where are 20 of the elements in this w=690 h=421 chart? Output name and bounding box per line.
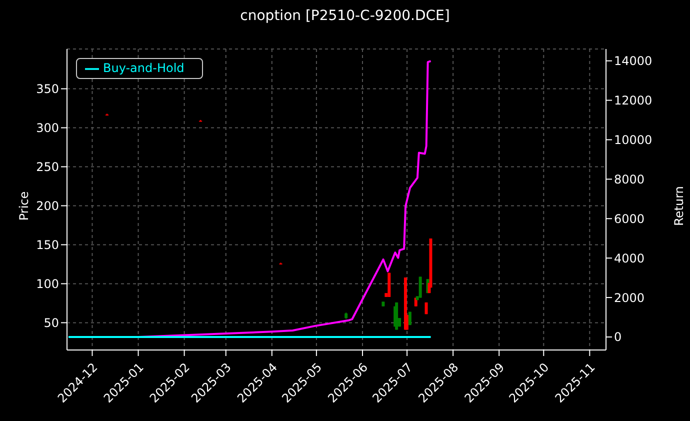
y-tick-label: 50 (44, 316, 59, 330)
legend-label: Buy-and-Hold (103, 61, 184, 75)
candlestick (418, 276, 422, 298)
y2-tick-label: 14000 (614, 54, 652, 68)
y2-tick-label: 6000 (614, 212, 645, 226)
y2-tick-label: 0 (614, 330, 622, 344)
y2-tick-label: 10000 (614, 132, 652, 147)
y-tick-label: 100 (36, 276, 59, 291)
chart-title: cnoption [P2510-C-9200.DCE] (239, 8, 451, 24)
y-tick-label: 250 (36, 160, 59, 174)
y-tick-label: 150 (36, 238, 59, 252)
y-tick-label: 200 (36, 199, 59, 213)
y2-tick-label: 8000 (614, 172, 645, 186)
y2-axis-title: Return (672, 185, 686, 228)
y-tick-label: 350 (36, 82, 59, 96)
y2-tick-label: 4000 (614, 251, 645, 266)
y-axis-title: Price (17, 190, 31, 223)
y2-tick-label: 2000 (614, 290, 645, 305)
y2-tick-label: 12000 (614, 94, 652, 108)
y-tick-label: 300 (36, 121, 59, 136)
